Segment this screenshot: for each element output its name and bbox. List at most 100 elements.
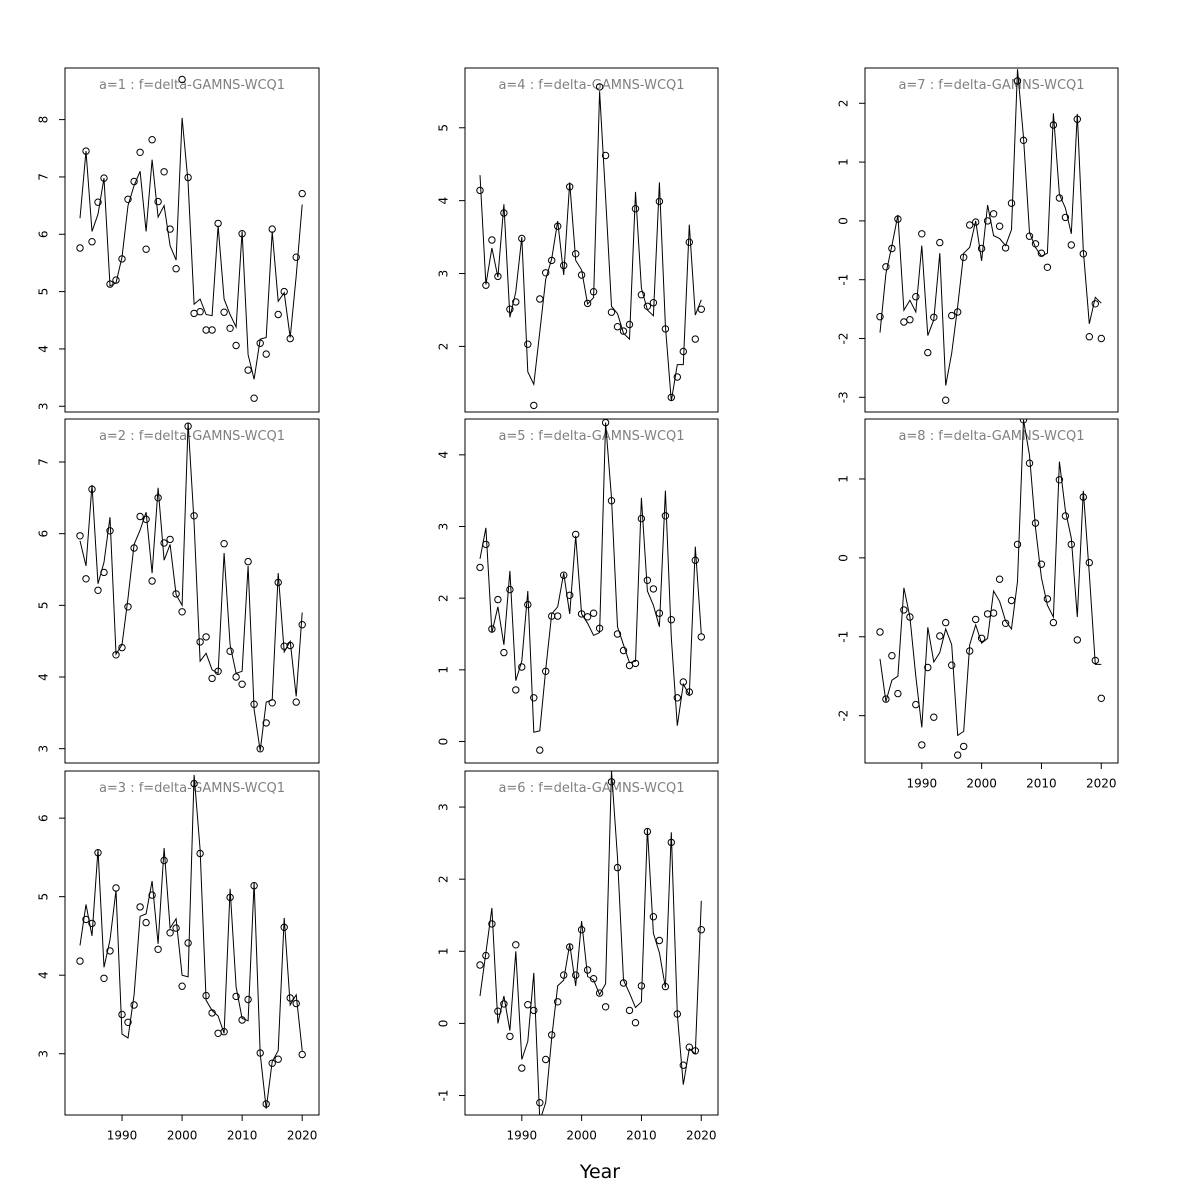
observation-point [631,1019,640,1027]
observation-point [643,302,652,310]
observation-point [667,838,675,847]
observation-point [160,539,168,547]
observation-point [661,325,670,333]
observation-point [619,979,628,987]
observation-point [601,1003,610,1011]
observation-point [280,923,288,931]
observation-point [1055,194,1064,202]
observation-point [274,1055,282,1063]
observation-point [238,680,246,688]
observation-point [655,197,664,206]
observation-point [94,586,102,594]
observation-point [500,209,508,217]
observation-point [607,497,616,505]
observation-point [1049,121,1058,129]
observation-point [494,1007,502,1015]
observation-point [685,1043,693,1051]
observation-point [619,327,628,335]
observation-point [560,261,568,270]
observation-point [244,557,252,566]
observation-point [512,298,520,306]
panel-title: a=6 : f=delta-GAMNS-WCQ1 [498,781,684,796]
observation-point [1091,300,1100,308]
fit-line [879,419,1102,737]
observation-point [554,612,562,620]
observation-point [100,974,108,982]
observation-point [1019,136,1028,145]
observation-point [613,863,622,872]
observation-point [536,295,544,303]
observation-point [673,694,681,702]
observation-point [88,485,96,493]
observation-point [124,1018,132,1026]
observation-point [983,610,992,618]
observation-point [613,323,622,331]
panel-title: a=1 : f=delta-GAMNS-WCQ1 [99,78,285,93]
y-tick-label: 3 [37,402,51,410]
observation-point [649,913,658,921]
observation-point [625,320,634,329]
observation-point [298,1050,306,1059]
observation-point [124,603,132,611]
observation-point [589,609,598,617]
observation-point [112,651,120,659]
observation-point [1013,540,1022,549]
y-tick-label: -1 [437,1090,451,1102]
observation-point [661,512,670,520]
observation-point [912,293,920,301]
y-tick-label: 7 [37,458,51,466]
observation-point [148,577,156,585]
observation-point [1097,334,1106,343]
observation-point [208,326,216,334]
observation-point [214,1029,222,1038]
observation-point [268,225,276,233]
observation-point [208,1009,216,1017]
observation-point [607,778,616,786]
observation-point [542,269,550,277]
observation-point [924,663,932,672]
observation-point [1049,618,1058,627]
observation-point [256,1049,264,1057]
observation-point [142,245,150,253]
observation-point [566,591,574,599]
observation-point [589,288,598,296]
x-tick-label: 2000 [966,777,997,791]
observation-point [1067,241,1076,249]
observation-point [583,966,592,974]
observation-point [118,255,126,263]
observation-point [190,309,198,318]
observation-point [972,615,980,624]
observation-point [655,936,664,945]
observation-point [1013,77,1022,85]
observation-point [286,641,294,650]
observation-point [94,198,102,206]
observation-point [1067,540,1076,549]
observation-point [256,339,264,347]
observation-point [226,324,234,332]
observation-point [214,219,222,228]
observation-point [494,272,502,281]
panel-6: a=6 : f=delta-GAMNS-WCQ1 -1 0 1 2 3 [437,770,719,1116]
observation-point [977,244,986,253]
observation-point [506,305,514,313]
observation-point [106,280,114,288]
panel-8: a=8 : f=delta-GAMNS-WCQ1 -2 -1 0 1 [837,418,1119,764]
observation-point [643,827,652,836]
observation-point [655,609,664,617]
observation-point [691,1047,699,1055]
plot-area [876,69,1106,404]
observation-point [268,1059,276,1067]
observation-point [154,494,162,502]
observation-point [1073,115,1082,123]
y-tick-label: 2 [837,99,851,107]
panel-frame [64,67,320,413]
observation-point [554,222,562,230]
plot-area [476,419,705,754]
observation-point [1079,250,1088,258]
x-axis-title: Year [579,1161,620,1183]
observation-point [136,512,144,521]
observation-point [1001,244,1010,252]
observation-point [595,83,604,91]
observation-point [154,197,162,206]
